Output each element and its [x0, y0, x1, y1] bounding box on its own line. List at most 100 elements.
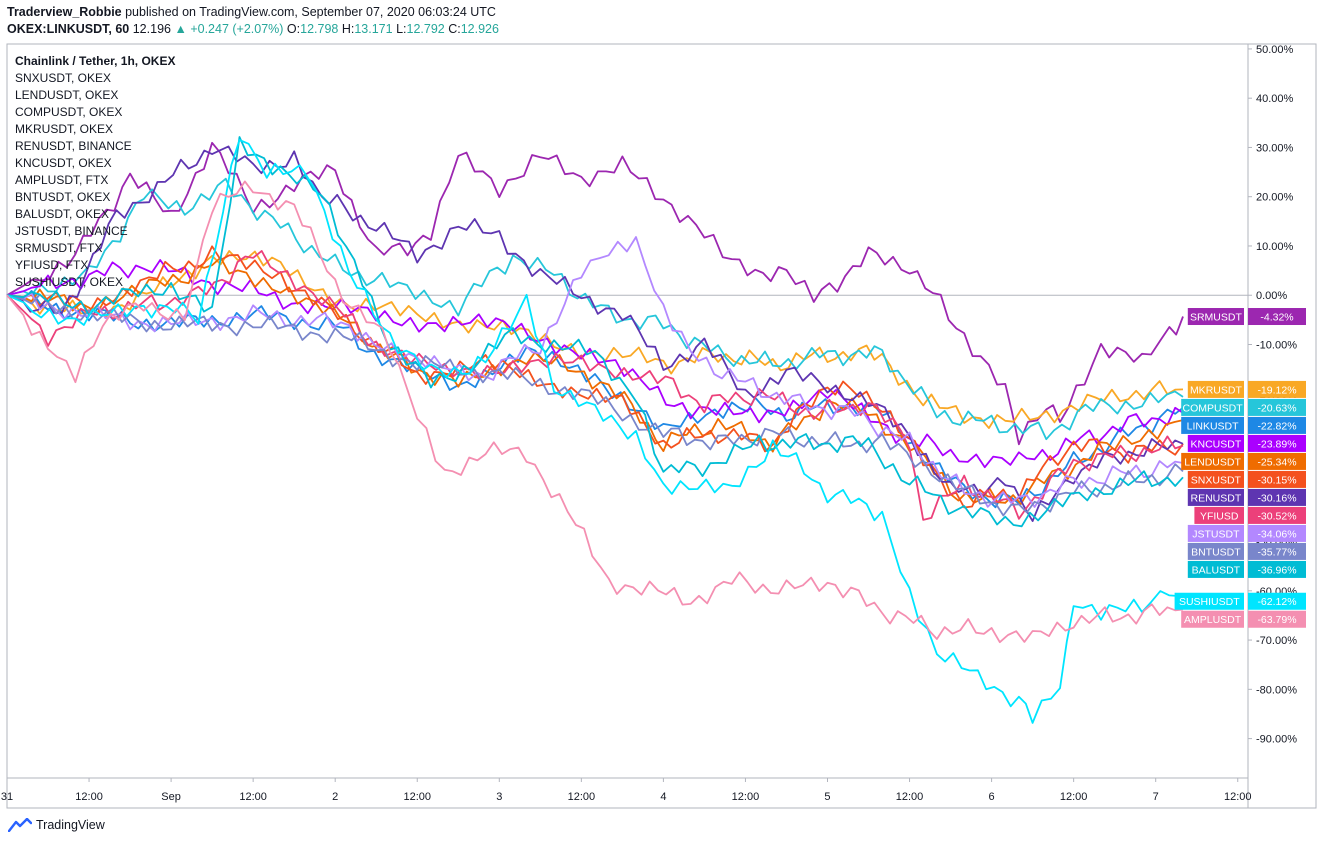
legend-entry[interactable]: RENUSDT, BINANCE — [15, 139, 132, 153]
price-label-linkusdt: LINKUSDT -22.82% — [1181, 416, 1306, 434]
author-name[interactable]: Traderview_Robbie — [7, 5, 122, 19]
price-label-renusdt: RENUSDT -30.16% — [1187, 488, 1306, 506]
price-label-symbol-bg — [1181, 452, 1244, 470]
price-label-symbol: RENUSDT — [1191, 492, 1242, 504]
price-label-value-bg — [1248, 398, 1306, 416]
series-layer — [6, 136, 1184, 724]
price-label-symbol: AMPLUSDT — [1184, 614, 1242, 626]
price-label-symbol-bg — [1187, 434, 1244, 452]
price-label-jstusdt: JSTUSDT -34.06% — [1187, 524, 1306, 542]
low-value: 12.792 — [406, 22, 445, 36]
x-tick-label: 12:00 — [1060, 791, 1088, 803]
x-tick-label: 12:00 — [75, 791, 103, 803]
y-tick-label: -10.00% — [1256, 339, 1297, 351]
last-price: 12.196 — [132, 22, 171, 36]
tradingview-footer[interactable]: TradingView — [8, 818, 105, 832]
price-label-value-bg — [1248, 380, 1306, 398]
x-tick-label: 12:00 — [568, 791, 596, 803]
x-tick-label: 12:00 — [896, 791, 924, 803]
series-line-bntusdt — [6, 293, 1184, 517]
publish-header: Traderview_Robbie published on TradingVi… — [7, 5, 496, 19]
y-tick-label: 10.00% — [1256, 241, 1294, 253]
price-label-value-bg — [1248, 542, 1306, 560]
series-line-srmusdt — [6, 141, 1184, 446]
open-label: O: — [286, 22, 301, 36]
brand-name: TradingView — [36, 818, 105, 832]
x-tick-label: 7 — [1153, 791, 1159, 803]
price-label-symbol-bg — [1187, 308, 1244, 326]
x-tick-label: 5 — [824, 791, 830, 803]
legend-title[interactable]: Chainlink / Tether, 1h, OKEX — [15, 54, 176, 68]
x-tick-label: 2 — [332, 791, 338, 803]
y-tick-label: 40.00% — [1256, 93, 1294, 105]
x-tick-label: 3 — [496, 791, 502, 803]
price-change: +0.247 (+2.07%) — [190, 22, 284, 36]
ohlc-header: OKEX:LINKUSDT, 60 12.196 ▲ +0.247 (+2.07… — [7, 22, 499, 36]
legend-entry[interactable]: MKRUSDT, OKEX — [15, 122, 114, 136]
price-label-symbol: SUSHIUSDT — [1179, 596, 1240, 608]
symbol-label: OKEX:LINKUSDT, 60 — [7, 22, 130, 36]
price-label-value: -19.12% — [1257, 384, 1296, 396]
x-axis[interactable]: 31 12:00 Sep 12:00 2 12:00 3 12:00 4 12:00 5 12:00 6… — [1, 778, 1252, 803]
x-tick-label: 6 — [989, 791, 995, 803]
price-label-kncusdt: KNCUSDT -23.89% — [1187, 434, 1306, 452]
price-label-value-bg — [1248, 524, 1306, 542]
y-tick-label: -80.00% — [1256, 684, 1297, 696]
price-label-value-bg — [1248, 470, 1306, 488]
legend-entry[interactable]: COMPUSDT, OKEX — [15, 105, 123, 119]
price-label-value-bg — [1248, 560, 1306, 578]
price-label-value: -62.12% — [1257, 596, 1296, 608]
series-line-mkrusdt — [6, 250, 1184, 430]
price-label-symbol: BNTUSDT — [1191, 546, 1241, 558]
price-label-symbol-bg — [1181, 416, 1244, 434]
price-label-symbol: SNXUSDT — [1191, 474, 1242, 486]
price-label-symbol-bg — [1181, 610, 1244, 628]
close-value: 12.926 — [460, 22, 499, 36]
high-value: 13.171 — [354, 22, 393, 36]
legend-entry[interactable]: LENDUSDT, OKEX — [15, 88, 119, 102]
open-value: 12.798 — [300, 22, 339, 36]
legend-entry[interactable]: BNTUSDT, OKEX — [15, 190, 111, 204]
x-tick-label: 12:00 — [239, 791, 267, 803]
x-tick-label: 12:00 — [403, 791, 431, 803]
plot-border — [6, 43, 1317, 809]
legend-entry[interactable]: AMPLUSDT, FTX — [15, 173, 109, 187]
price-label-compusdt: COMPUSDT -20.63% — [1181, 398, 1306, 416]
y-tick-label: 50.00% — [1256, 44, 1294, 56]
price-label-value: -30.52% — [1257, 510, 1296, 522]
price-label-value: -23.89% — [1257, 438, 1296, 450]
y-tick-label: -70.00% — [1256, 635, 1297, 647]
price-label-value-bg — [1248, 416, 1306, 434]
series-line-kncusdt — [6, 259, 1184, 469]
price-label-value: -36.96% — [1257, 564, 1296, 576]
y-tick-label: 30.00% — [1256, 142, 1294, 154]
legend-entry[interactable]: SRMUSDT, FTX — [15, 241, 103, 255]
series-line-renusdt — [6, 145, 1184, 522]
price-label-amplusdt: AMPLUSDT -63.79% — [1181, 610, 1306, 628]
price-label-value: -63.79% — [1257, 614, 1296, 626]
legend-entry[interactable]: BALUSDT, OKEX — [15, 207, 110, 221]
legend-entry[interactable]: YFIUSD, FTX — [15, 258, 89, 272]
price-label-value: -4.32% — [1260, 312, 1293, 324]
price-label-balusdt: BALUSDT -36.96% — [1187, 560, 1306, 578]
price-label-value: -34.06% — [1257, 528, 1296, 540]
price-label-symbol: JSTUSDT — [1192, 528, 1240, 540]
legend-entry[interactable]: JSTUSDT, BINANCE — [15, 224, 128, 238]
x-tick-label: Sep — [161, 791, 181, 803]
price-label-symbol: LENDUSDT — [1184, 456, 1241, 468]
price-label-value-bg — [1248, 592, 1306, 610]
up-arrow-icon: ▲ — [174, 22, 187, 36]
tradingview-logo-icon — [8, 818, 32, 832]
price-label-symbol-bg — [1187, 470, 1244, 488]
legend-entry[interactable]: SNXUSDT, OKEX — [15, 71, 112, 85]
price-label-yfiusd: YFIUSD -30.52% — [1194, 506, 1306, 524]
price-label-symbol-bg — [1194, 506, 1244, 524]
legend-entry[interactable]: KNCUSDT, OKEX — [15, 156, 112, 170]
x-tick-label: 31 — [1, 791, 13, 803]
price-label-mkrusdt: MKRUSDT -19.12% — [1187, 380, 1306, 398]
series-line-snxusdt — [6, 245, 1184, 509]
series-line-amplusdt — [6, 180, 1184, 644]
legend-entry[interactable]: SUSHIUSDT, OKEX — [15, 275, 124, 289]
price-label-symbol: MKRUSDT — [1190, 384, 1243, 396]
